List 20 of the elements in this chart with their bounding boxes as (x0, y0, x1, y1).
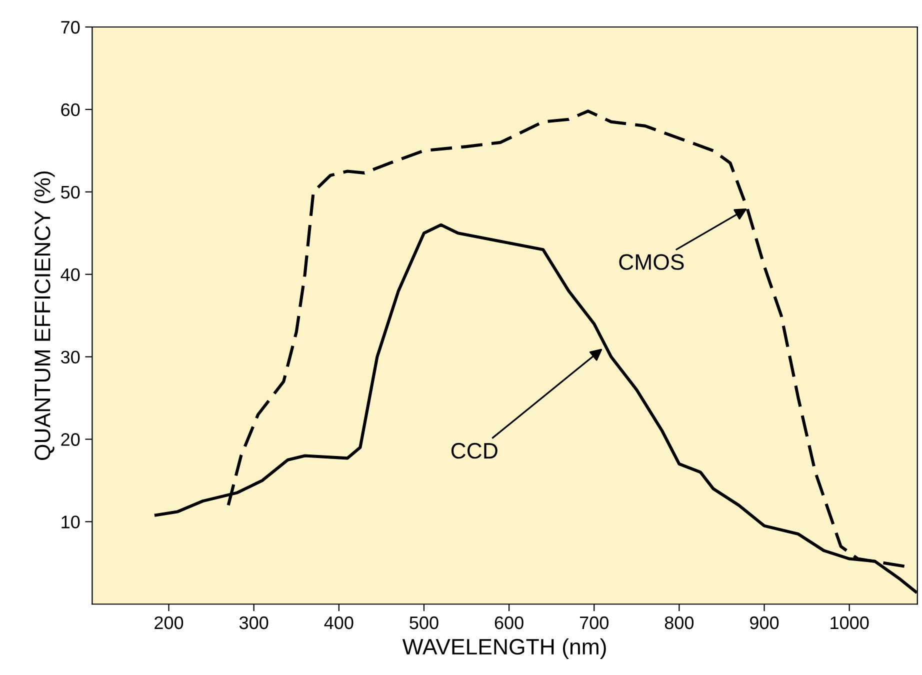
annotation: CMOS (619, 254, 684, 270)
y-tick-label: 40 (60, 268, 80, 282)
x-tick-label: 1000 (830, 616, 869, 630)
y-tick-label: 10 (62, 516, 80, 528)
x-tick-label: 500 (410, 616, 438, 630)
x-tick-label: 900 (750, 616, 779, 630)
x-tick-label: 600 (494, 616, 524, 630)
x-tick-label: 200 (154, 616, 184, 630)
x-tick-label: 400 (324, 616, 354, 630)
x-tick-label: 300 (239, 616, 268, 630)
x-tick-label: 800 (664, 616, 694, 630)
x-axis-title: WAVELENGTH (nm) (402, 638, 606, 660)
y-tick-label: 20 (61, 433, 80, 446)
y-tick-label: 70 (61, 20, 80, 34)
y-axis-title: QUANTUM EFFICIENCY (%) (34, 171, 55, 460)
annotation: CCD (451, 442, 498, 459)
y-tick-label: 30 (61, 350, 80, 364)
y-tick-label: 60 (61, 103, 80, 116)
y-tick-label: 50 (61, 186, 80, 199)
x-tick-label: 700 (580, 616, 608, 630)
